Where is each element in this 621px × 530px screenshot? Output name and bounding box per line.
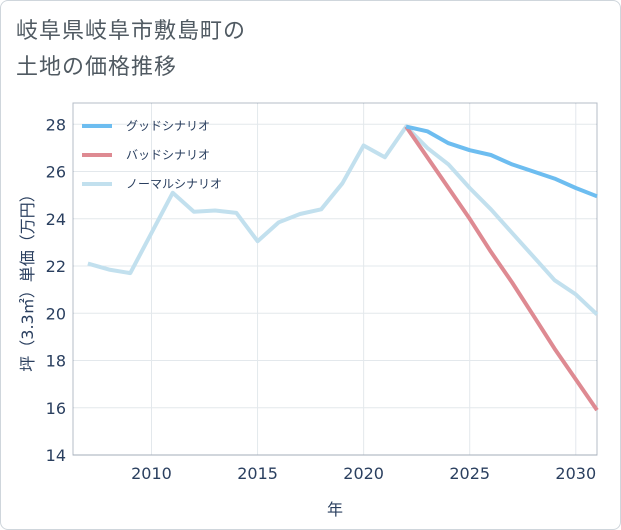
chart-title-line-1: 岐阜県岐阜市敷島町の <box>16 19 247 44</box>
y-tick-label: 24 <box>46 210 66 229</box>
chart-title-line-2: 土地の価格推移 <box>16 55 178 80</box>
series-line-0 <box>405 124 598 199</box>
plot-border <box>72 102 598 456</box>
y-tick-label: 20 <box>46 304 66 323</box>
legend-label-2: ノーマルシナリオ <box>126 177 222 191</box>
chart-title: 岐阜県岐阜市敷島町の 土地の価格推移 <box>16 14 576 86</box>
legend-label-0: グッドシナリオ <box>126 119 210 133</box>
y-tick-label: 14 <box>46 446 66 465</box>
y-tick-label: 26 <box>46 163 66 182</box>
y-tick-label: 28 <box>46 115 66 134</box>
series-line-1 <box>404 125 599 412</box>
y-tick-label: 16 <box>46 399 66 418</box>
x-tick-label: 2030 <box>555 464 596 483</box>
legend-label-1: バッドシナリオ <box>126 148 210 162</box>
series-line-2 <box>87 124 599 316</box>
x-tick-label: 2010 <box>131 464 172 483</box>
x-axis-title: 年 <box>327 500 343 519</box>
y-tick-label: 18 <box>46 352 66 371</box>
x-tick-label: 2025 <box>449 464 490 483</box>
y-axis-title: 坪（3.3㎡）単価（万円） <box>18 186 37 371</box>
y-tick-label: 22 <box>46 257 66 276</box>
x-tick-label: 2020 <box>343 464 384 483</box>
x-tick-label: 2015 <box>237 464 278 483</box>
